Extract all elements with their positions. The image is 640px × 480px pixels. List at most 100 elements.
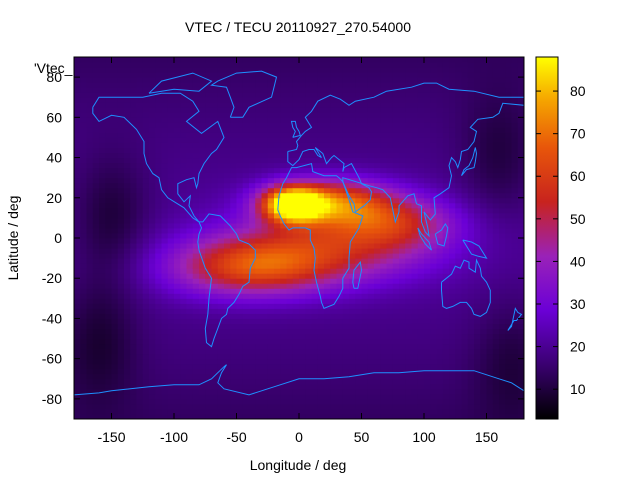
heat-cell [436,177,444,184]
heat-cell [142,323,150,329]
heat-cell [486,112,494,118]
heat-cell [130,248,137,254]
heat-cell [205,152,212,159]
heat-cell [86,137,94,143]
heat-cell [355,293,362,299]
heat-cell [392,172,400,179]
heat-cell [330,212,337,219]
heat-cell [261,243,269,249]
heat-cell [499,413,506,420]
heat-cell [130,258,137,264]
heat-cell [305,328,312,335]
heat-cell [392,383,400,390]
heat-cell [167,303,175,309]
heat-cell [167,197,175,204]
heat-cell [449,127,456,133]
heat-cell [424,263,431,269]
heat-cell [111,137,119,143]
heat-cell [249,338,256,345]
heat-cell [155,278,162,284]
heat-cell [286,248,294,254]
heat-cell [117,207,125,214]
heat-cell [236,373,244,380]
heat-cell [136,117,144,123]
heat-cell [180,318,187,324]
heat-cell [480,268,487,274]
heat-cell [374,343,381,350]
heat-cell [236,403,244,410]
heat-cell [224,393,231,400]
heat-cell [249,328,256,335]
heat-cell [224,217,231,224]
heat-cell [405,72,412,78]
heat-cell [492,152,500,159]
heat-cell [174,172,181,179]
heat-cell [342,102,350,108]
heat-cell [130,127,137,133]
heat-cell [467,72,475,78]
heat-cell [161,253,169,259]
heat-cell [342,57,350,63]
heat-cell [199,328,206,335]
heat-cell [74,197,81,204]
heat-cell [80,132,87,138]
heat-cell [442,403,450,410]
heat-cell [292,92,300,98]
heat-cell [492,102,500,108]
heat-cell [467,197,475,204]
heat-cell [205,263,212,269]
heat-cell [286,388,294,395]
heat-cell [80,373,87,380]
heat-cell [330,87,337,93]
heat-cell [430,288,437,294]
heat-cell [130,408,137,415]
heat-cell [374,368,381,375]
heat-cell [386,268,394,274]
heat-cell [236,263,244,269]
heat-cell [467,192,475,199]
heat-cell [111,212,119,219]
heat-cell [392,122,400,128]
heat-cell [455,378,462,385]
heat-cell [299,383,306,390]
heat-cell [349,97,356,103]
heat-cell [480,403,487,410]
heat-cell [74,263,81,269]
heat-cell [111,253,119,259]
heat-cell [180,72,187,78]
heat-cell [405,353,412,360]
heat-cell [149,298,156,304]
heat-cell [124,232,131,239]
heat-cell [211,268,219,274]
heat-cell [74,258,81,264]
heat-cell [411,137,419,143]
heat-cell [455,177,462,184]
heat-cell [161,117,169,123]
heat-cell [411,238,419,244]
heat-cell [286,278,294,284]
heat-cell [255,157,262,164]
heat-cell [136,107,144,113]
heat-cell [474,202,481,209]
heat-cell [367,238,375,244]
heat-cell [255,137,262,143]
heat-cell [311,207,319,214]
heat-cell [149,263,156,269]
heat-cell [149,192,156,199]
heat-cell [449,217,456,224]
heat-cell [236,368,244,375]
heat-cell [392,333,400,340]
heat-cell [380,192,387,199]
heat-cell [480,398,487,405]
heat-cell [180,393,187,400]
heat-cell [336,263,344,269]
heat-cell [361,318,369,324]
heat-cell [230,62,237,68]
heat-cell [99,283,106,289]
heat-cell [417,323,425,329]
heat-cell [274,403,281,410]
heat-cell [374,122,381,128]
heat-cell [467,358,475,365]
heat-cell [342,313,350,319]
heat-cell [355,117,362,123]
